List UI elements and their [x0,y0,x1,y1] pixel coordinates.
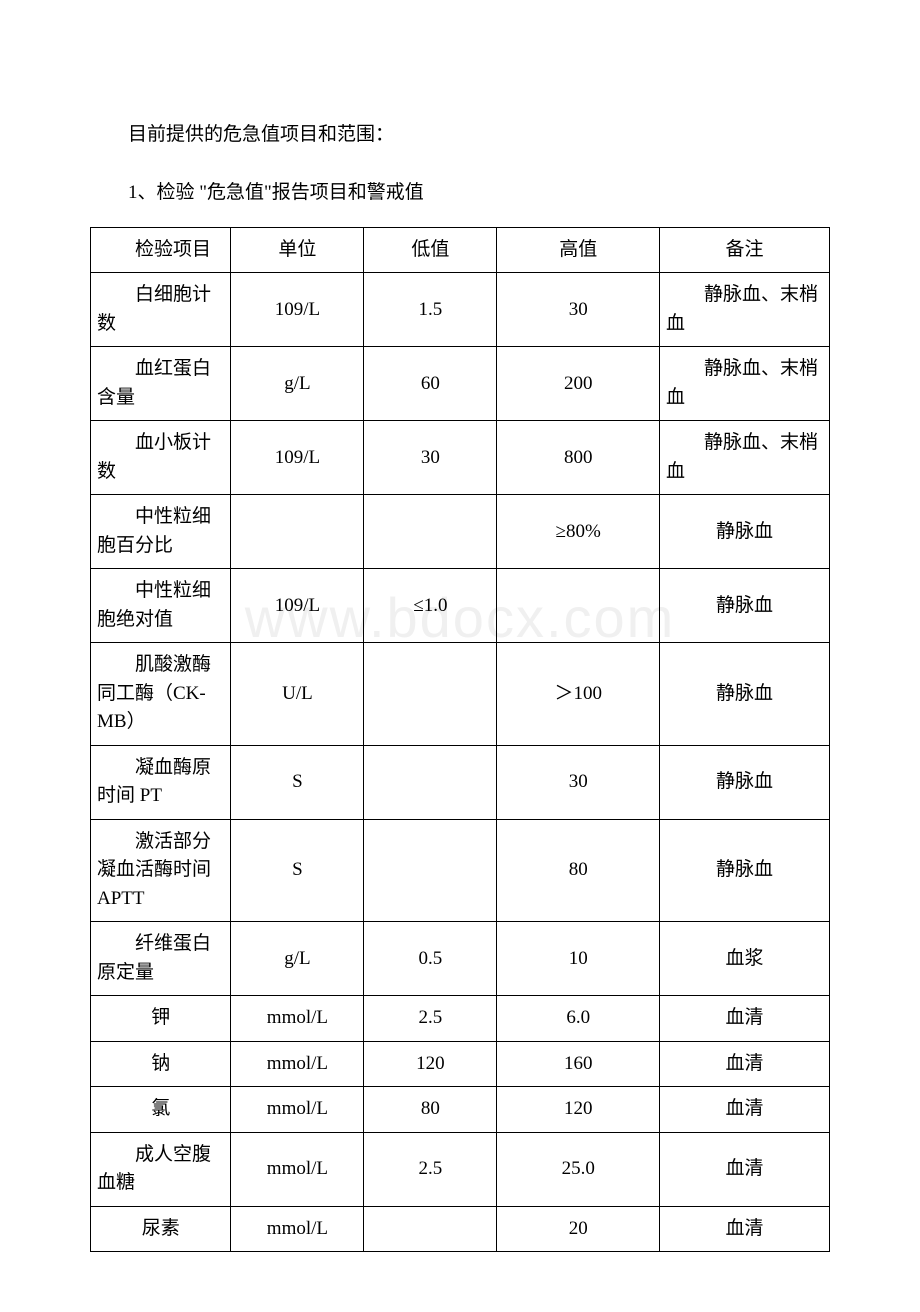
cell-low: 1.5 [364,273,497,347]
cell-unit: U/L [231,643,364,746]
table-row: 尿素 mmol/L 20 血清 [91,1206,830,1252]
cell-unit: mmol/L [231,1132,364,1206]
cell-high: 80 [497,819,660,922]
cell-unit: 109/L [231,273,364,347]
table-row: 中性粒细胞绝对值 109/L ≤1.0 静脉血 [91,569,830,643]
cell-unit: mmol/L [231,1206,364,1252]
cell-note: 静脉血、末梢血 [660,347,830,421]
cell-high: 30 [497,745,660,819]
cell-high: 10 [497,922,660,996]
cell-item: 成人空腹血糖 [91,1132,231,1206]
cell-item: 血红蛋白含量 [91,347,231,421]
critical-values-table: 检验项目 单位 低值 高值 备注 白细胞计数 109/L 1.5 30 静脉血、… [90,227,830,1253]
cell-unit: 109/L [231,569,364,643]
table-row: 氯 mmol/L 80 120 血清 [91,1087,830,1133]
cell-note: 血清 [660,1041,830,1087]
cell-high: 25.0 [497,1132,660,1206]
cell-note: 血浆 [660,922,830,996]
cell-note: 血清 [660,1087,830,1133]
cell-low: 2.5 [364,996,497,1042]
cell-item: 中性粒细胞百分比 [91,495,231,569]
intro-paragraph: 目前提供的危急值项目和范围： [128,120,830,150]
cell-unit: mmol/L [231,1041,364,1087]
cell-low: 80 [364,1087,497,1133]
table-row: 成人空腹血糖 mmol/L 2.5 25.0 血清 [91,1132,830,1206]
cell-high: 800 [497,421,660,495]
cell-unit [231,495,364,569]
col-header-unit: 单位 [231,227,364,273]
cell-note: 血清 [660,996,830,1042]
cell-low: ≤1.0 [364,569,497,643]
cell-unit: 109/L [231,421,364,495]
cell-item: 钠 [91,1041,231,1087]
cell-high: ＞100 [497,643,660,746]
cell-low: 30 [364,421,497,495]
cell-low [364,643,497,746]
cell-note: 静脉血、末梢血 [660,273,830,347]
cell-unit: g/L [231,922,364,996]
table-row: 激活部分凝血活酶时间 APTT S 80 静脉血 [91,819,830,922]
cell-low [364,1206,497,1252]
cell-low: 60 [364,347,497,421]
table-row: 钠 mmol/L 120 160 血清 [91,1041,830,1087]
cell-item: 肌酸激酶同工酶（CK-MB） [91,643,231,746]
cell-low [364,495,497,569]
cell-low: 120 [364,1041,497,1087]
cell-unit: g/L [231,347,364,421]
cell-high: 200 [497,347,660,421]
table-body: 白细胞计数 109/L 1.5 30 静脉血、末梢血 血红蛋白含量 g/L 60… [91,273,830,1252]
table-row: 凝血酶原时间 PT S 30 静脉血 [91,745,830,819]
table-header-row: 检验项目 单位 低值 高值 备注 [91,227,830,273]
table-row: 钾 mmol/L 2.5 6.0 血清 [91,996,830,1042]
cell-note: 静脉血、末梢血 [660,421,830,495]
cell-high [497,569,660,643]
cell-note: 静脉血 [660,745,830,819]
cell-high: 30 [497,273,660,347]
cell-high: 160 [497,1041,660,1087]
cell-low: 0.5 [364,922,497,996]
cell-note: 静脉血 [660,569,830,643]
table-row: 肌酸激酶同工酶（CK-MB） U/L ＞100 静脉血 [91,643,830,746]
cell-item: 白细胞计数 [91,273,231,347]
table-row: 纤维蛋白原定量 g/L 0.5 10 血浆 [91,922,830,996]
cell-low [364,745,497,819]
document-content: 目前提供的危急值项目和范围： 1、检验 "危急值"报告项目和警戒值 检验项目 单… [90,120,830,1252]
cell-low: 2.5 [364,1132,497,1206]
cell-low [364,819,497,922]
table-row: 血红蛋白含量 g/L 60 200 静脉血、末梢血 [91,347,830,421]
cell-unit: S [231,819,364,922]
cell-note: 静脉血 [660,643,830,746]
cell-item: 尿素 [91,1206,231,1252]
cell-item: 血小板计数 [91,421,231,495]
cell-item: 中性粒细胞绝对值 [91,569,231,643]
col-header-high: 高值 [497,227,660,273]
col-header-item: 检验项目 [91,227,231,273]
cell-high: 20 [497,1206,660,1252]
cell-item: 凝血酶原时间 PT [91,745,231,819]
cell-item: 氯 [91,1087,231,1133]
cell-note: 静脉血 [660,819,830,922]
cell-unit: mmol/L [231,1087,364,1133]
cell-high: 6.0 [497,996,660,1042]
cell-note: 血清 [660,1206,830,1252]
cell-note: 静脉血 [660,495,830,569]
cell-item: 激活部分凝血活酶时间 APTT [91,819,231,922]
table-row: 血小板计数 109/L 30 800 静脉血、末梢血 [91,421,830,495]
cell-high: 120 [497,1087,660,1133]
cell-unit: S [231,745,364,819]
section-label: 1、检验 "危急值"报告项目和警戒值 [128,178,830,208]
cell-note: 血清 [660,1132,830,1206]
cell-high: ≥80% [497,495,660,569]
table-row: 中性粒细胞百分比 ≥80% 静脉血 [91,495,830,569]
col-header-low: 低值 [364,227,497,273]
table-row: 白细胞计数 109/L 1.5 30 静脉血、末梢血 [91,273,830,347]
cell-item: 钾 [91,996,231,1042]
cell-item: 纤维蛋白原定量 [91,922,231,996]
cell-unit: mmol/L [231,996,364,1042]
col-header-note: 备注 [660,227,830,273]
